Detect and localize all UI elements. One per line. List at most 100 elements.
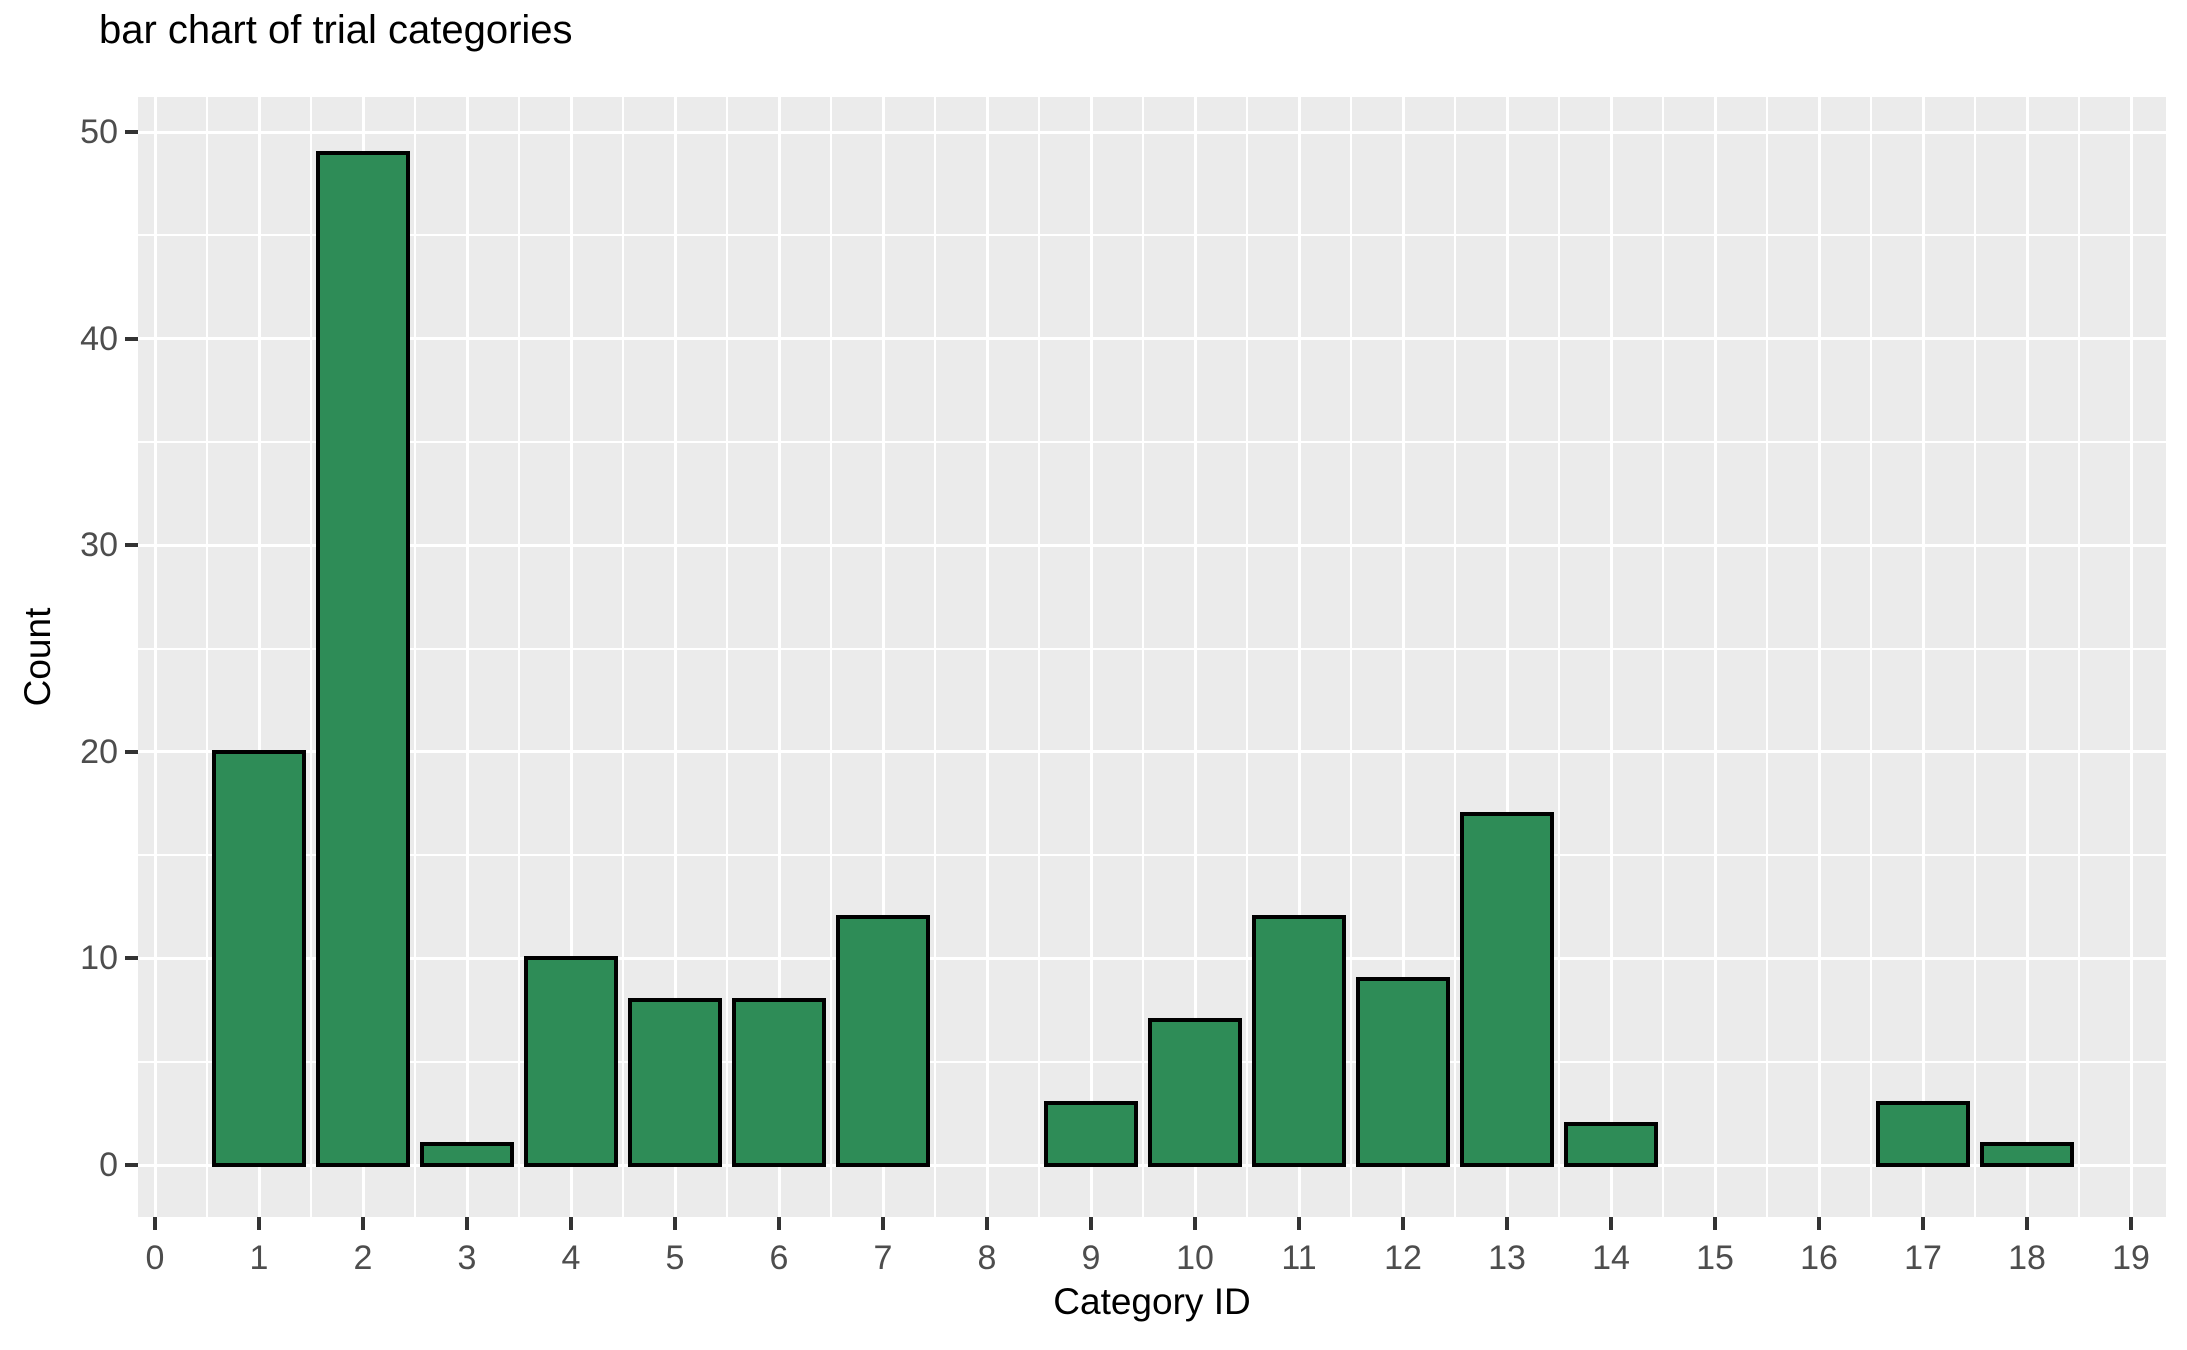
x-axis-title: Category ID [1053, 1281, 1251, 1322]
x-tick-mark [881, 1217, 885, 1230]
minor-gridline-vertical [726, 97, 728, 1217]
minor-gridline-vertical [2078, 97, 2080, 1217]
x-tick-label: 17 [1904, 1239, 1942, 1277]
y-axis-title: Count [17, 607, 58, 707]
minor-gridline-horizontal [138, 854, 2166, 857]
minor-gridline-horizontal [138, 440, 2166, 443]
bar-category-3 [420, 1142, 514, 1167]
minor-gridline-vertical [830, 97, 832, 1217]
major-gridline-vertical [985, 97, 989, 1217]
x-tick-label: 18 [2008, 1239, 2046, 1277]
major-gridline-vertical [257, 97, 261, 1217]
x-tick-mark [465, 1217, 469, 1230]
bar-category-2 [316, 151, 410, 1167]
x-tick-label: 6 [769, 1239, 789, 1277]
major-gridline-horizontal [138, 750, 2166, 754]
x-tick-mark [1817, 1217, 1821, 1230]
y-tick-label: 50 [80, 113, 118, 151]
bar-category-6 [732, 998, 826, 1167]
x-tick-label: 16 [1800, 1239, 1838, 1277]
minor-gridline-vertical [1662, 97, 1664, 1217]
x-tick-label: 19 [2112, 1239, 2150, 1277]
minor-gridline-vertical [310, 97, 312, 1217]
bar-category-7 [836, 915, 930, 1167]
x-tick-mark [673, 1217, 677, 1230]
x-tick-mark [985, 1217, 989, 1230]
minor-gridline-vertical [622, 97, 624, 1217]
x-tick-label: 15 [1696, 1239, 1734, 1277]
major-gridline-vertical [1921, 97, 1925, 1217]
minor-gridline-vertical [1870, 97, 1872, 1217]
y-tick-label: 10 [80, 939, 118, 978]
x-tick-label: 3 [457, 1239, 477, 1277]
x-tick-mark [2025, 1217, 2029, 1230]
chart-title: bar chart of trial categories [99, 8, 573, 52]
x-tick-mark [153, 1217, 157, 1230]
major-gridline-vertical [1401, 97, 1405, 1217]
bar-category-1 [212, 750, 306, 1167]
x-tick-mark [361, 1217, 365, 1230]
minor-gridline-vertical [1974, 97, 1976, 1217]
bar-category-4 [524, 956, 618, 1167]
minor-gridline-vertical [1246, 97, 1248, 1217]
x-tick-label: 7 [873, 1239, 893, 1277]
major-gridline-horizontal [138, 956, 2166, 960]
major-gridline-vertical [2025, 97, 2029, 1217]
minor-gridline-vertical [414, 97, 416, 1217]
major-gridline-vertical [1609, 97, 1613, 1217]
bar-category-17 [1876, 1101, 1970, 1167]
bar-category-5 [628, 998, 722, 1167]
major-gridline-vertical [1817, 97, 1821, 1217]
major-gridline-vertical [569, 97, 573, 1217]
minor-gridline-vertical [1454, 97, 1456, 1217]
x-tick-mark [1609, 1217, 1613, 1230]
x-tick-label: 1 [249, 1239, 269, 1277]
y-tick-label: 0 [99, 1146, 118, 1184]
x-tick-label: 8 [977, 1239, 997, 1277]
major-gridline-vertical [1297, 97, 1301, 1217]
x-tick-label: 14 [1592, 1239, 1630, 1277]
major-gridline-horizontal [138, 337, 2166, 341]
major-gridline-vertical [1193, 97, 1197, 1217]
minor-gridline-vertical [1350, 97, 1352, 1217]
x-tick-label: 10 [1176, 1239, 1214, 1277]
major-gridline-vertical [1713, 97, 1717, 1217]
minor-gridline-horizontal [138, 647, 2166, 650]
x-tick-mark [257, 1217, 261, 1230]
y-tick-mark [125, 543, 138, 548]
major-gridline-vertical [777, 97, 781, 1217]
major-gridline-vertical [2129, 97, 2133, 1217]
x-tick-label: 9 [1081, 1239, 1101, 1277]
x-tick-label: 5 [665, 1239, 685, 1277]
major-gridline-vertical [673, 97, 677, 1217]
x-tick-label: 4 [561, 1239, 581, 1277]
bar-category-14 [1564, 1122, 1658, 1167]
major-gridline-vertical [465, 97, 469, 1217]
x-tick-mark [777, 1217, 781, 1230]
y-tick-label: 40 [80, 319, 118, 358]
y-tick-mark [125, 749, 138, 754]
major-gridline-vertical [881, 97, 885, 1217]
x-tick-mark [1713, 1217, 1717, 1230]
x-tick-mark [1921, 1217, 1925, 1230]
major-gridline-vertical [1505, 97, 1509, 1217]
x-tick-label: 11 [1281, 1239, 1317, 1277]
x-tick-mark [1089, 1217, 1093, 1230]
y-tick-mark [125, 956, 138, 961]
bar-category-12 [1356, 977, 1450, 1167]
major-gridline-horizontal [138, 543, 2166, 547]
bar-category-10 [1148, 1018, 1242, 1167]
y-tick-mark [125, 1163, 138, 1167]
plot-panel [138, 97, 2166, 1217]
major-gridline-vertical [1089, 97, 1093, 1217]
minor-gridline-vertical [1038, 97, 1040, 1217]
x-tick-label: 0 [145, 1239, 165, 1277]
x-tick-label: 2 [353, 1239, 373, 1277]
bar-category-18 [1980, 1142, 2074, 1167]
y-tick-label: 30 [80, 526, 118, 565]
x-tick-mark [1193, 1217, 1197, 1230]
minor-gridline-vertical [518, 97, 520, 1217]
bar-category-13 [1460, 812, 1554, 1167]
x-tick-mark [2129, 1217, 2133, 1230]
